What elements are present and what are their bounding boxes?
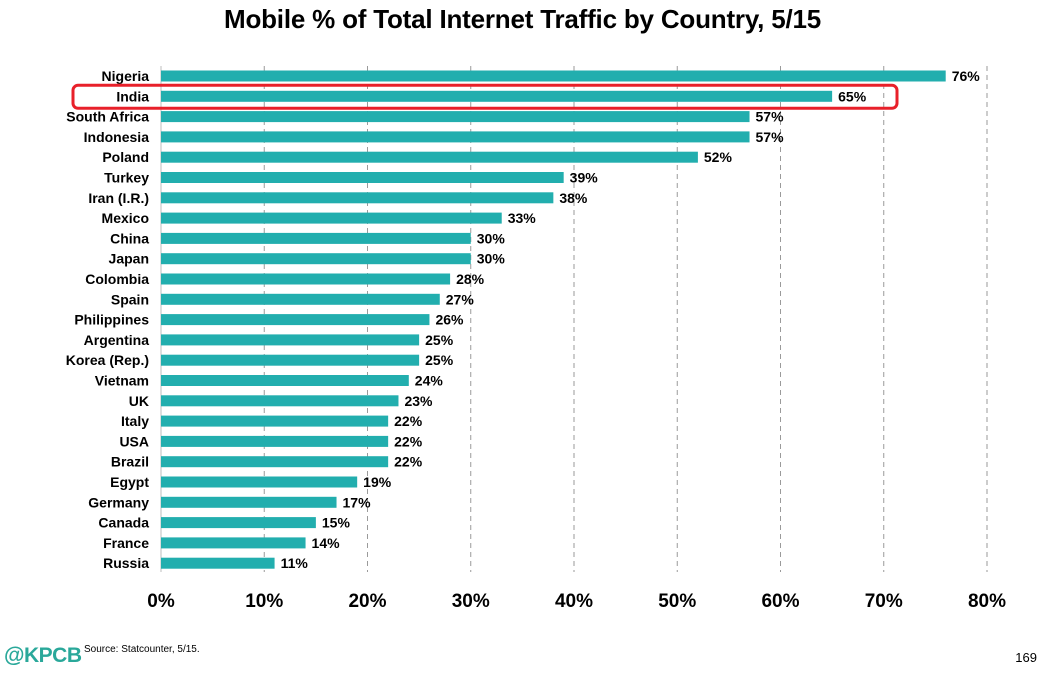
tick-layer: 0% 10% 20% 30% 40% 50% 60% 70% 80% [147,591,1006,612]
value-label: 22% [394,433,423,449]
x-tick-label: 70% [865,591,903,612]
highlight-box [71,83,899,110]
value-label: 30% [477,230,506,246]
x-tick-label: 10% [245,591,283,612]
label-layer: Nigeria 76% India 65% South Africa 57% Indones… [66,68,981,571]
category-label: Nigeria [102,68,150,84]
value-label: 23% [404,393,433,409]
x-tick-label: 50% [658,591,696,612]
bar [161,476,358,488]
category-label: South Africa [66,109,149,125]
bar [161,90,833,102]
x-tick-label: 0% [147,591,175,612]
value-label: 14% [312,535,341,551]
bar [161,415,389,427]
bar [161,232,471,244]
bar [161,435,389,447]
bar-layer [161,70,946,569]
category-label: Italy [121,413,149,429]
value-label: 22% [394,454,423,470]
value-label: 65% [838,88,867,104]
bar [161,314,430,326]
category-label: China [110,230,149,246]
bar [161,212,502,224]
value-label: 25% [425,332,454,348]
bar [161,172,564,183]
category-label: Philippines [74,312,149,328]
bar [161,557,275,569]
chart-title: Mobile % of Total Internet Traffic by Co… [223,4,822,34]
bar [161,293,440,305]
category-label: UK [129,393,149,409]
bar [161,375,409,386]
category-label: Mexico [102,210,149,226]
value-label: 30% [477,251,506,267]
category-label: Iran (I.R.) [88,190,149,206]
value-label: 28% [456,271,485,287]
value-label: 17% [343,494,372,510]
value-label: 11% [281,555,309,571]
x-tick-label: 40% [555,591,593,612]
value-label: 25% [425,352,454,368]
category-label: Colombia [85,271,149,287]
category-label: Egypt [110,474,149,490]
bar [161,517,316,529]
value-label: 26% [435,312,464,328]
category-label: Japan [109,251,149,267]
bar [161,334,420,346]
category-label: Korea (Rep.) [66,352,149,368]
value-label: 33% [508,210,537,226]
category-label: Germany [88,494,149,510]
category-label: Russia [103,555,149,571]
value-label: 24% [415,373,444,389]
bar [161,273,451,285]
value-label: 27% [446,291,475,307]
x-tick-label: 30% [452,591,490,612]
x-tick-label: 60% [761,591,799,612]
category-label: Indonesia [84,129,150,145]
x-tick-label: 20% [348,591,386,612]
category-label: Turkey [104,170,149,186]
value-label: 39% [570,170,599,186]
bar [161,151,698,163]
bar [161,496,337,508]
category-label: India [116,88,149,104]
kpcb-logo: @KPCB [4,644,82,667]
category-label: Spain [111,291,149,307]
bar [161,354,420,366]
source-note: Source: Statcounter, 5/15. [84,644,200,655]
value-label: 15% [322,515,351,531]
value-label: 57% [756,129,785,145]
bar [161,537,306,549]
page-number: 169 [1015,650,1037,665]
category-label: USA [119,433,149,449]
category-label: France [103,535,149,551]
bar [161,70,946,82]
value-label: 22% [394,413,423,429]
highlight-layer [71,83,899,110]
category-label: Argentina [84,332,150,348]
bar [161,395,399,407]
value-label: 57% [756,109,785,125]
bar [161,192,554,204]
category-label: Canada [98,515,149,531]
category-label: Poland [102,149,149,165]
value-label: 52% [704,149,733,165]
category-label: Vietnam [95,373,149,389]
bar [161,253,471,265]
value-label: 19% [363,474,392,490]
bar [161,131,750,143]
bar [161,456,389,468]
category-label: Brazil [111,454,149,470]
bar [161,111,750,123]
value-label: 76% [952,68,981,84]
value-label: 38% [559,190,588,206]
x-tick-label: 80% [968,591,1006,612]
